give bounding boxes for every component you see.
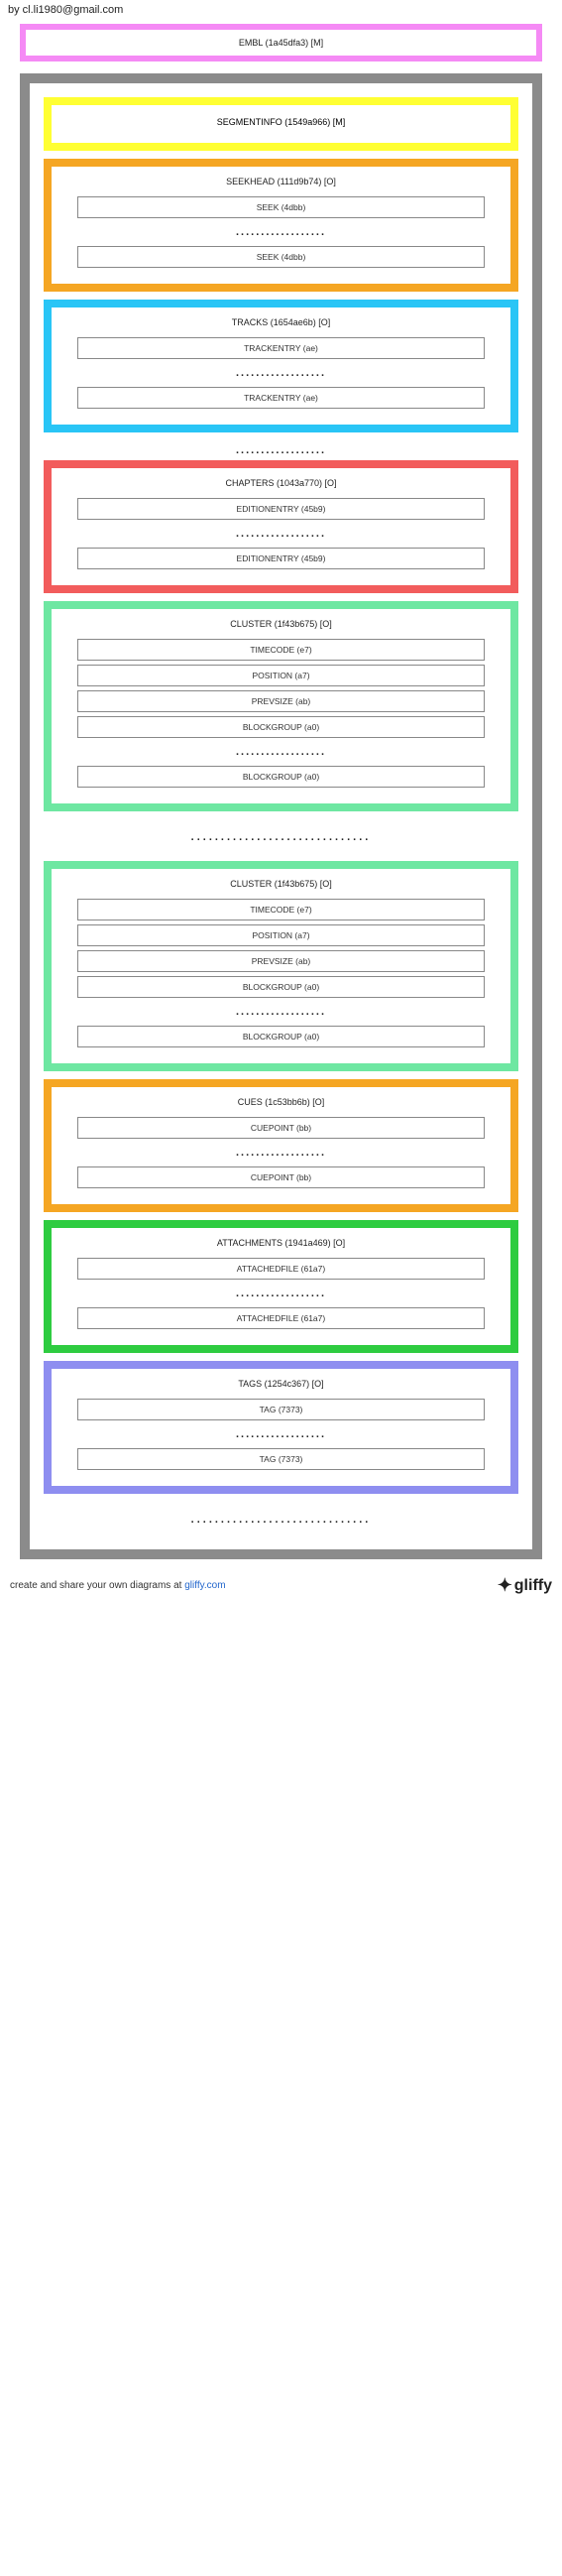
gliffy-logo-text: gliffy [514, 1577, 552, 1595]
box-title: CUES (1c53bb6b) [O] [63, 1095, 499, 1113]
child-element: BLOCKGROUP (a0) [77, 976, 485, 998]
child-dots: .................. [63, 363, 499, 383]
child-element: SEEK (4dbb) [77, 196, 485, 218]
element-box: TAGS (1254c367) [O] TAG (7373)...........… [44, 1361, 518, 1494]
box-title: CLUSTER (1f43b675) [O] [63, 877, 499, 895]
child-element: TRACKENTRY (ae) [77, 337, 485, 359]
child-dots: .................. [63, 1143, 499, 1163]
ebml-container: EMBL (1a45dfa3) [M] [20, 24, 542, 61]
gliffy-star-icon: ✦ [498, 1575, 512, 1596]
box-title: ATTACHMENTS (1941a469) [O] [63, 1236, 499, 1254]
child-element: BLOCKGROUP (a0) [77, 1026, 485, 1047]
child-dots: .................. [63, 742, 499, 762]
box-title: CLUSTER (1f43b675) [O] [63, 617, 499, 635]
child-element: PREVSIZE (ab) [77, 950, 485, 972]
byline: by cl.li1980@gmail.com [0, 0, 562, 24]
footer-text-before: create and share your own diagrams at [10, 1580, 184, 1591]
separator-dots: .................. [44, 440, 518, 460]
footer: create and share your own diagrams at gl… [0, 1569, 562, 1602]
child-element: ATTACHEDFILE (61a7) [77, 1307, 485, 1329]
child-element: SEEK (4dbb) [77, 246, 485, 268]
child-element: PREVSIZE (ab) [77, 690, 485, 712]
child-element: TAG (7373) [77, 1399, 485, 1420]
box-title: SEEKHEAD (111d9b74) [O] [63, 175, 499, 192]
element-box: CLUSTER (1f43b675) [O] TIMECODE (e7) POSIT… [44, 861, 518, 1071]
footer-text: create and share your own diagrams at gl… [10, 1580, 226, 1591]
box-title: TAGS (1254c367) [O] [63, 1377, 499, 1395]
element-box: CUES (1c53bb6b) [O] CUEPOINT (bb)........… [44, 1079, 518, 1212]
footer-link[interactable]: gliffy.com [184, 1580, 225, 1591]
child-element: POSITION (a7) [77, 665, 485, 686]
child-element: ATTACHEDFILE (61a7) [77, 1258, 485, 1280]
child-element: TIMECODE (e7) [77, 639, 485, 661]
box-title: SEGMENTINFO (1549a966) [M] [63, 113, 499, 131]
child-dots: .................. [63, 1424, 499, 1444]
child-element: TAG (7373) [77, 1448, 485, 1470]
child-dots: .................. [63, 1284, 499, 1303]
separator-dots-wide: .............................. [44, 819, 518, 861]
separator-dots-wide: .............................. [44, 1502, 518, 1543]
element-box: CHAPTERS (1043a770) [O] EDITIONENTRY (45b… [44, 460, 518, 593]
child-element: POSITION (a7) [77, 924, 485, 946]
child-element: BLOCKGROUP (a0) [77, 716, 485, 738]
child-dots: .................. [63, 524, 499, 544]
child-element: CUEPOINT (bb) [77, 1117, 485, 1139]
child-element: EDITIONENTRY (45b9) [77, 498, 485, 520]
child-element: EDITIONENTRY (45b9) [77, 548, 485, 569]
gliffy-logo: ✦ gliffy [498, 1575, 552, 1596]
child-element: CUEPOINT (bb) [77, 1166, 485, 1188]
element-box: CLUSTER (1f43b675) [O] TIMECODE (e7) POSIT… [44, 601, 518, 811]
element-box: ATTACHMENTS (1941a469) [O] ATTACHEDFILE (… [44, 1220, 518, 1353]
child-dots: .................. [63, 1002, 499, 1022]
child-element: TIMECODE (e7) [77, 899, 485, 920]
child-dots: .................. [63, 222, 499, 242]
child-element: TRACKENTRY (ae) [77, 387, 485, 409]
element-box: SEGMENTINFO (1549a966) [M] [44, 97, 518, 151]
element-box: SEEKHEAD (111d9b74) [O] SEEK (4dbb)......… [44, 159, 518, 292]
ebml-box: EMBL (1a45dfa3) [M] [20, 24, 542, 61]
element-box: TRACKS (1654ae6b) [O] TRACKENTRY (ae)....… [44, 300, 518, 432]
child-element: BLOCKGROUP (a0) [77, 766, 485, 788]
box-title: TRACKS (1654ae6b) [O] [63, 315, 499, 333]
box-title: CHAPTERS (1043a770) [O] [63, 476, 499, 494]
segment-box: SEGMENTINFO (1549a966) [M] SEEKHEAD (111d… [20, 73, 542, 1559]
